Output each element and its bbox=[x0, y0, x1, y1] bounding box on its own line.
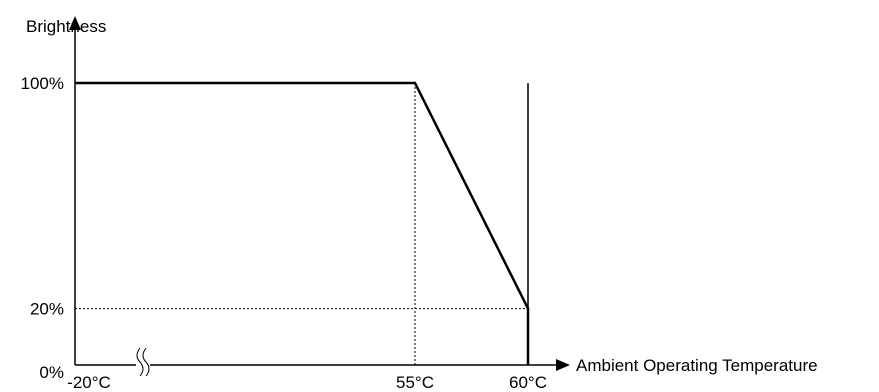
y-tick-label: 20% bbox=[30, 300, 64, 319]
x-tick-label: 60°C bbox=[509, 373, 547, 392]
y-axis-arrow bbox=[69, 16, 81, 30]
x-axis-title: Ambient Operating Temperature bbox=[576, 356, 818, 375]
y-tick-label: 100% bbox=[21, 74, 64, 93]
y-tick-label: 0% bbox=[39, 363, 64, 382]
x-tick-label: 55°C bbox=[396, 373, 434, 392]
y-axis-title: Brightness bbox=[26, 17, 106, 36]
x-axis-arrow bbox=[556, 359, 570, 371]
x-tick-label: -20°C bbox=[67, 373, 111, 392]
brightness-series-line bbox=[75, 81, 530, 365]
axis-break-symbol bbox=[136, 347, 150, 377]
